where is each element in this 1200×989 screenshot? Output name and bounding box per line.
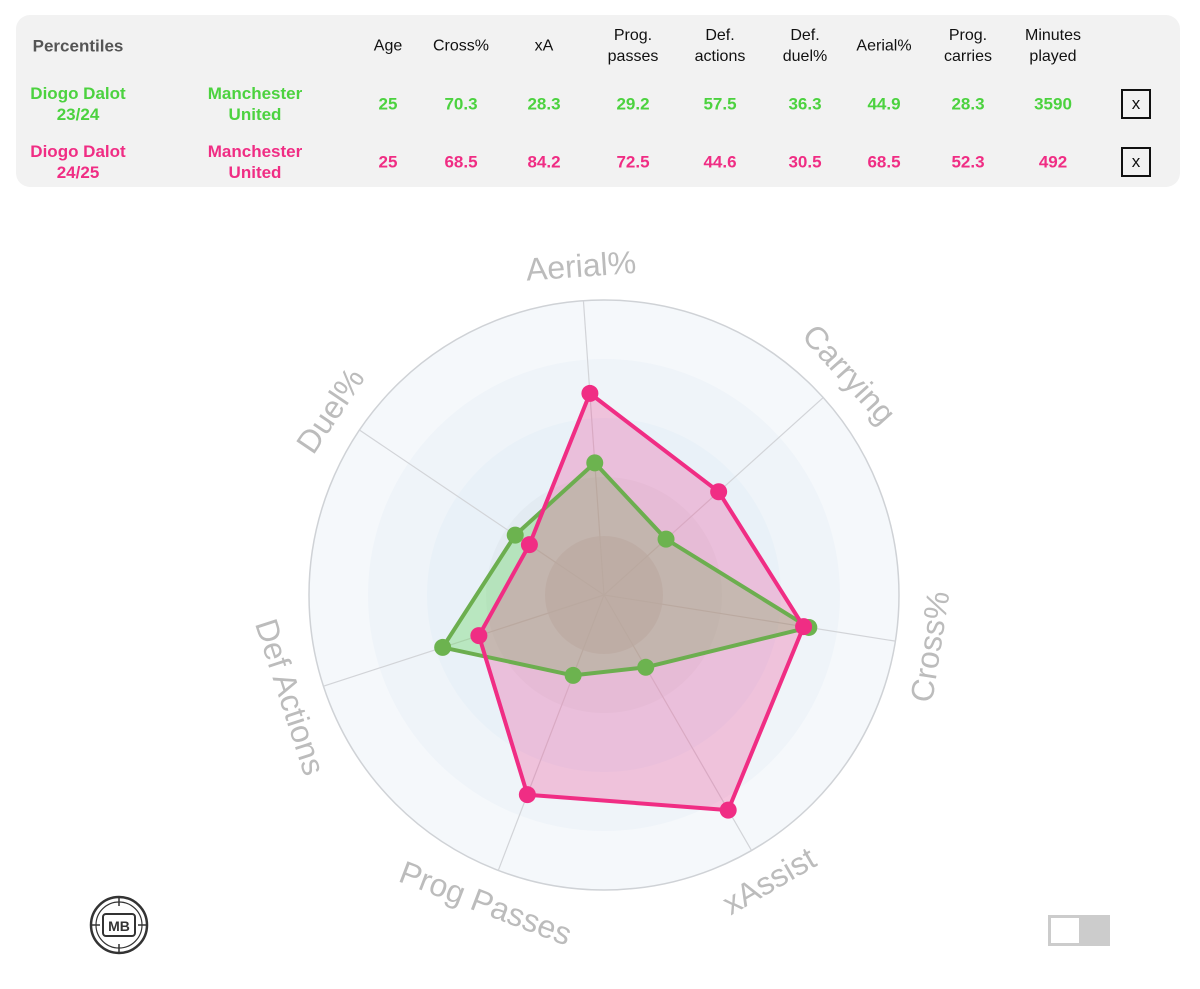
column-header: xA [534, 37, 554, 55]
series-area [478, 393, 804, 811]
stat-value: 44.9 [867, 94, 901, 114]
stat-value: 68.5 [867, 152, 901, 172]
stat-value: 44.6 [703, 152, 737, 172]
stat-value: 28.3 [951, 94, 985, 114]
column-header: Prog. carries [943, 27, 993, 65]
toggle-knob [1051, 918, 1079, 943]
remove-row-button[interactable]: x [1121, 89, 1151, 119]
data-point[interactable] [520, 536, 538, 554]
stat-value: 492 [1038, 152, 1068, 172]
radar-spoke [582, 300, 605, 596]
data-point[interactable] [586, 454, 604, 472]
stat-value: 72.5 [616, 152, 650, 172]
column-header: Cross% [432, 37, 490, 55]
stat-value: 70.3 [444, 94, 478, 114]
radar-spoke [497, 594, 605, 871]
axis-label: Aerial% [525, 244, 638, 288]
stat-value: 28.3 [527, 94, 561, 114]
data-point[interactable] [637, 658, 655, 676]
data-point[interactable] [710, 483, 728, 501]
series-line [440, 460, 811, 678]
radar-spoke [323, 594, 605, 687]
team-name: Manchester United [207, 84, 303, 124]
player-name: Diogo Dalot 24/25 [30, 142, 126, 182]
stat-value: 52.3 [951, 152, 985, 172]
data-point[interactable] [470, 627, 488, 645]
remove-row-button[interactable]: x [1121, 147, 1151, 177]
series-area [442, 462, 809, 676]
column-header: Def. actions [694, 27, 746, 65]
data-point[interactable] [506, 526, 524, 544]
stat-value: 57.5 [703, 94, 737, 114]
stat-value: 68.5 [444, 152, 478, 172]
stat-value: 3590 [1034, 94, 1072, 114]
column-header: Def. duel% [782, 27, 828, 65]
column-header: Prog. passes [607, 27, 659, 65]
stat-value: 25 [378, 152, 398, 172]
data-point[interactable] [581, 384, 599, 402]
radar-spoke [359, 429, 605, 596]
player-name: Diogo Dalot 23/24 [30, 84, 126, 124]
column-header: Age [373, 37, 403, 55]
data-point[interactable] [657, 530, 675, 548]
stat-value: 30.5 [788, 152, 822, 172]
radar-spoke [603, 594, 896, 642]
column-header: Minutes played [1024, 27, 1082, 65]
stat-value: 36.3 [788, 94, 822, 114]
team-name: Manchester United [207, 142, 303, 182]
data-point[interactable] [434, 638, 452, 656]
table-header-label: Percentiles [32, 36, 124, 56]
data-point[interactable] [795, 618, 813, 636]
data-point[interactable] [518, 786, 536, 804]
series-line [476, 391, 806, 813]
svg-text:MB: MB [108, 918, 130, 934]
stat-value: 84.2 [527, 152, 561, 172]
view-toggle[interactable] [1048, 915, 1110, 946]
axis-label: Cross% [903, 588, 956, 704]
column-header: Aerial% [856, 37, 912, 55]
logo-mb: MB [89, 895, 149, 955]
data-point[interactable] [564, 666, 582, 684]
stat-value: 29.2 [616, 94, 650, 114]
comparison-table: Percentiles Age Cross% xA Prog. passes Def. act… [16, 15, 1180, 187]
data-point[interactable] [719, 801, 737, 819]
radar-outer-ring [308, 299, 900, 891]
stat-value: 25 [378, 94, 398, 114]
